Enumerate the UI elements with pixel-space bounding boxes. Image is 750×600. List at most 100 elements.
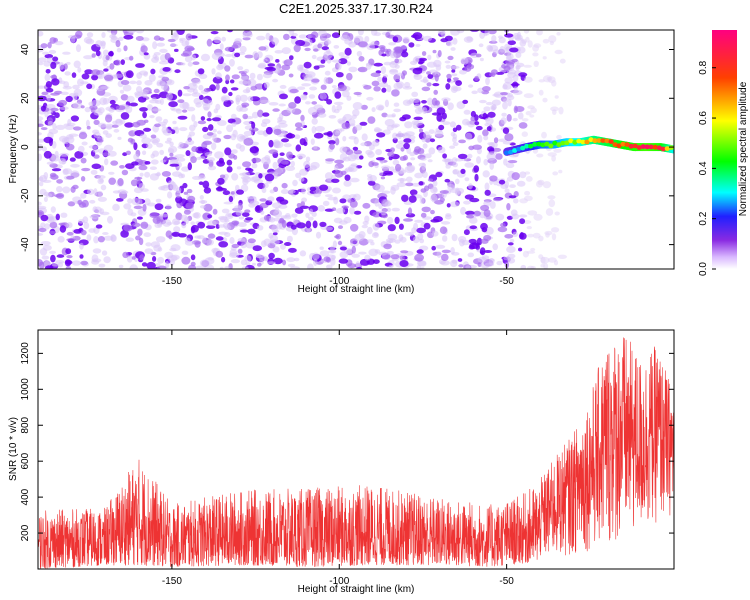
heatmap-signal-point — [640, 144, 646, 150]
heatmap-noise-blob — [509, 47, 519, 53]
heatmap-noise-blob — [262, 72, 272, 79]
heatmap-noise-blob — [203, 106, 209, 111]
heatmap-noise-blob — [135, 30, 145, 34]
heatmap-noise-blob — [295, 144, 302, 152]
heatmap-noise-blob — [80, 192, 87, 199]
heatmap-noise-blob — [311, 78, 320, 83]
heatmap-noise-blob — [197, 175, 206, 180]
heatmap-noise-blob — [138, 183, 145, 191]
heatmap-noise-blob — [298, 177, 305, 182]
heatmap-noise-blob — [190, 261, 196, 267]
heatmap-noise-blob — [117, 189, 127, 194]
heatmap-noise-blob — [213, 36, 222, 44]
heatmap-noise-blob — [491, 141, 498, 149]
heatmap-noise-blob — [502, 84, 508, 90]
heatmap-noise-blob — [304, 47, 311, 52]
heatmap-noise-blob — [458, 264, 464, 268]
heatmap-noise-blob — [92, 248, 102, 254]
heatmap-noise-blob — [242, 32, 247, 39]
heatmap-noise-blob — [504, 234, 514, 239]
heatmap-noise-blob — [200, 53, 211, 62]
heatmap-noise-blob — [470, 110, 476, 118]
heatmap-noise-blob — [333, 101, 344, 106]
heatmap-noise-blob — [388, 42, 396, 46]
heatmap-noise-blob — [532, 52, 539, 57]
heatmap-noise-blob — [472, 144, 482, 150]
heatmap-noise-blob — [412, 56, 419, 64]
heatmap-noise-blob — [44, 73, 51, 82]
heatmap-noise-blob — [95, 224, 103, 229]
heatmap-noise-blob — [348, 164, 358, 173]
heatmap-noise-blob — [45, 81, 53, 88]
heatmap-noise-blob — [416, 227, 426, 234]
heatmap-noise-blob — [485, 226, 494, 235]
heatmap-noise-blob — [477, 256, 487, 263]
heatmap-noise-blob — [463, 36, 474, 43]
heatmap-noise-blob — [124, 122, 134, 128]
heatmap-noise-blob — [548, 199, 556, 208]
heatmap-noise-blob — [342, 90, 350, 98]
heatmap-noise-blob — [375, 149, 382, 156]
heatmap-noise-blob — [350, 223, 359, 232]
heatmap-noise-blob — [286, 132, 293, 139]
heatmap-noise-blob — [151, 108, 162, 112]
heatmap-noise-blob — [325, 158, 335, 162]
heatmap-noise-blob — [361, 133, 368, 141]
heatmap-noise-blob — [49, 250, 56, 254]
heatmap-noise-blob — [65, 260, 73, 265]
heatmap-noise-blob — [403, 142, 410, 150]
heatmap-noise-blob — [376, 132, 386, 138]
heatmap-noise-blob — [141, 262, 148, 267]
heatmap-noise-blob — [261, 187, 267, 194]
heatmap-noise-blob — [199, 200, 208, 204]
heatmap-noise-blob — [523, 64, 532, 68]
heatmap-noise-blob — [190, 226, 196, 234]
heatmap-noise-blob — [244, 125, 254, 130]
snr-panel: 200 400 600 800 1000 1200 -150 -100 -50 … — [8, 329, 675, 595]
heatmap-noise-blob — [526, 226, 532, 230]
heatmap-noise-blob — [326, 99, 333, 105]
snr-ytick-label: 400 — [20, 488, 31, 505]
heatmap-noise-blob — [541, 131, 547, 139]
heatmap-noise-blob — [291, 213, 298, 218]
heatmap-noise-blob — [156, 265, 167, 269]
heatmap-noise-blob — [364, 36, 370, 43]
heatmap-noise-blob — [152, 139, 159, 145]
heatmap-noise-blob — [160, 82, 169, 91]
heatmap-noise-blob — [187, 82, 198, 91]
heatmap-noise-blob — [433, 59, 442, 68]
heatmap-noise-blob — [117, 136, 122, 140]
heatmap-noise-blob — [179, 101, 189, 109]
heatmap-noise-blob — [458, 139, 466, 144]
heatmap-noise-blob — [508, 195, 517, 199]
heatmap-noise-blob — [171, 231, 181, 237]
heatmap-noise-blob — [80, 105, 85, 109]
heatmap-noise-blob — [123, 45, 128, 52]
heatmap-noise-blob — [207, 111, 212, 118]
heatmap-noise-blob — [355, 124, 363, 131]
heatmap-noise-blob — [339, 251, 349, 259]
heatmap-noise-blob — [70, 36, 76, 43]
heatmap-noise-blob — [357, 66, 368, 73]
heatmap-noise-blob — [178, 173, 184, 179]
heatmap-noise-blob — [191, 78, 201, 85]
heatmap-noise-blob — [408, 195, 417, 203]
heatmap-noise-blob — [159, 60, 169, 65]
heatmap-noise-blob — [90, 169, 98, 175]
heatmap-noise-blob — [380, 176, 386, 180]
heatmap-noise-blob — [439, 190, 449, 194]
heatmap-noise-blob — [414, 253, 424, 262]
heatmap-noise-blob — [396, 81, 405, 89]
snr-xlabel: Height of straight line (km) — [298, 584, 415, 595]
heatmap-noise-blob — [183, 86, 190, 90]
heatmap-noise-blob — [542, 181, 552, 189]
heatmap-noise-blob — [75, 30, 83, 38]
heatmap-noise-blob — [237, 248, 243, 254]
heatmap-noise-blob — [527, 210, 538, 216]
heatmap-signal-point — [652, 144, 658, 150]
heatmap-noise-blob — [389, 68, 399, 75]
heatmap-noise-blob — [419, 128, 423, 133]
heatmap-noise-blob — [174, 48, 179, 53]
heatmap-noise-blob — [255, 205, 260, 212]
heatmap-noise-blob — [512, 90, 523, 95]
